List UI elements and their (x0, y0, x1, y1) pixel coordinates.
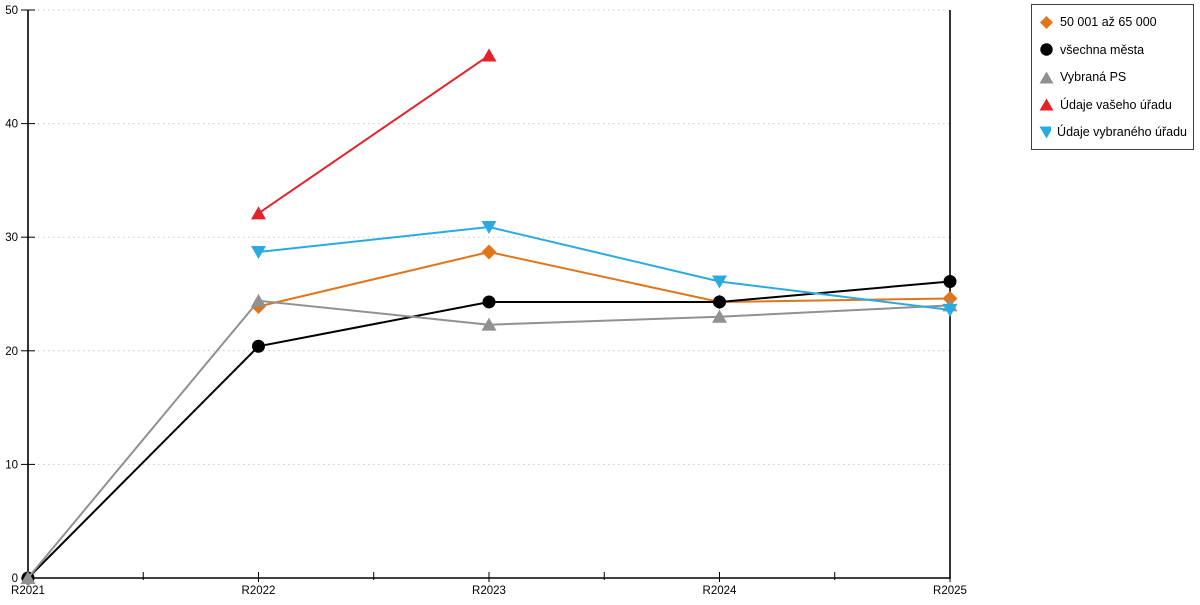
series-marker-triangle-up (20, 571, 36, 584)
gridlines (28, 9, 950, 465)
legend-item: všechna města (1039, 42, 1187, 58)
series-marker-triangle-up (481, 317, 497, 331)
legend-diamond-icon (1040, 15, 1053, 29)
x-tick-label: R2025 (933, 585, 967, 597)
series-marker-circle (713, 295, 726, 309)
line-chart: 0 10 20 30 40 50 R2021 R2022 R2023 R2024 R2025 (5, 5, 967, 597)
x-tick-label: R2023 (472, 585, 506, 597)
series-line (258, 250, 951, 308)
legend-item: Údaje vašeho úřadu (1039, 97, 1187, 113)
legend-label: všechna města (1060, 42, 1145, 57)
series-line (258, 225, 951, 311)
legend-label: 50 001 až 65 000 (1060, 15, 1157, 29)
series (251, 48, 497, 220)
legend-label: Údaje vašeho úřadu (1060, 97, 1172, 112)
series-marker-triangle-down (251, 245, 266, 259)
series-marker-circle (943, 275, 957, 289)
y-tick-label: 40 (5, 119, 18, 131)
series-marker-triangle-down (481, 220, 497, 234)
series-line (257, 54, 490, 215)
series-marker-circle (252, 339, 265, 353)
series-marker-triangle-up (251, 293, 266, 307)
legend-item: Údaje vybraného úřadu (1039, 124, 1187, 140)
series (251, 220, 958, 317)
y-tick-label: 0 (12, 573, 18, 585)
series-marker-triangle-up (712, 309, 727, 323)
series-marker-circle (482, 295, 496, 309)
x-tick-label: R2022 (242, 585, 276, 597)
legend: 50 001 až 65 000 všechna města Vybraná PS Ú… (1031, 4, 1194, 150)
legend-triangle-up-icon (1039, 98, 1054, 111)
legend-item: Vybraná PS (1039, 69, 1187, 85)
legend-circle-icon (1040, 43, 1053, 56)
y-tick-label: 50 (5, 5, 18, 17)
y-tick-label: 20 (5, 346, 18, 358)
series (20, 293, 958, 584)
series-marker-triangle-up (481, 48, 497, 62)
legend-triangle-down-icon (1039, 126, 1052, 138)
x-tick-label: R2021 (11, 585, 45, 597)
series-marker-triangle-down (712, 275, 727, 289)
legend-triangle-up-icon (1039, 71, 1054, 83)
x-tick-label: R2024 (703, 585, 737, 597)
legend-label: Údaje vybraného úřadu (1057, 125, 1187, 139)
legend-label: Vybraná PS (1060, 70, 1127, 84)
x-tick-labels: R2021 R2022 R2023 R2024 R2025 (11, 572, 967, 597)
series-marker-triangle-down (942, 303, 958, 317)
y-tick-label: 30 (5, 232, 18, 244)
legend-item: 50 001 až 65 000 (1039, 14, 1187, 30)
series-marker-triangle-up (251, 206, 266, 220)
y-tick-labels: 0 10 20 30 40 50 (5, 5, 35, 585)
plot-area: 0 10 20 30 40 50 R2021 R2022 R2023 R2024 R2025 (5, 5, 967, 597)
y-tick-label: 10 (5, 459, 18, 471)
series-marker-diamond (481, 244, 497, 260)
